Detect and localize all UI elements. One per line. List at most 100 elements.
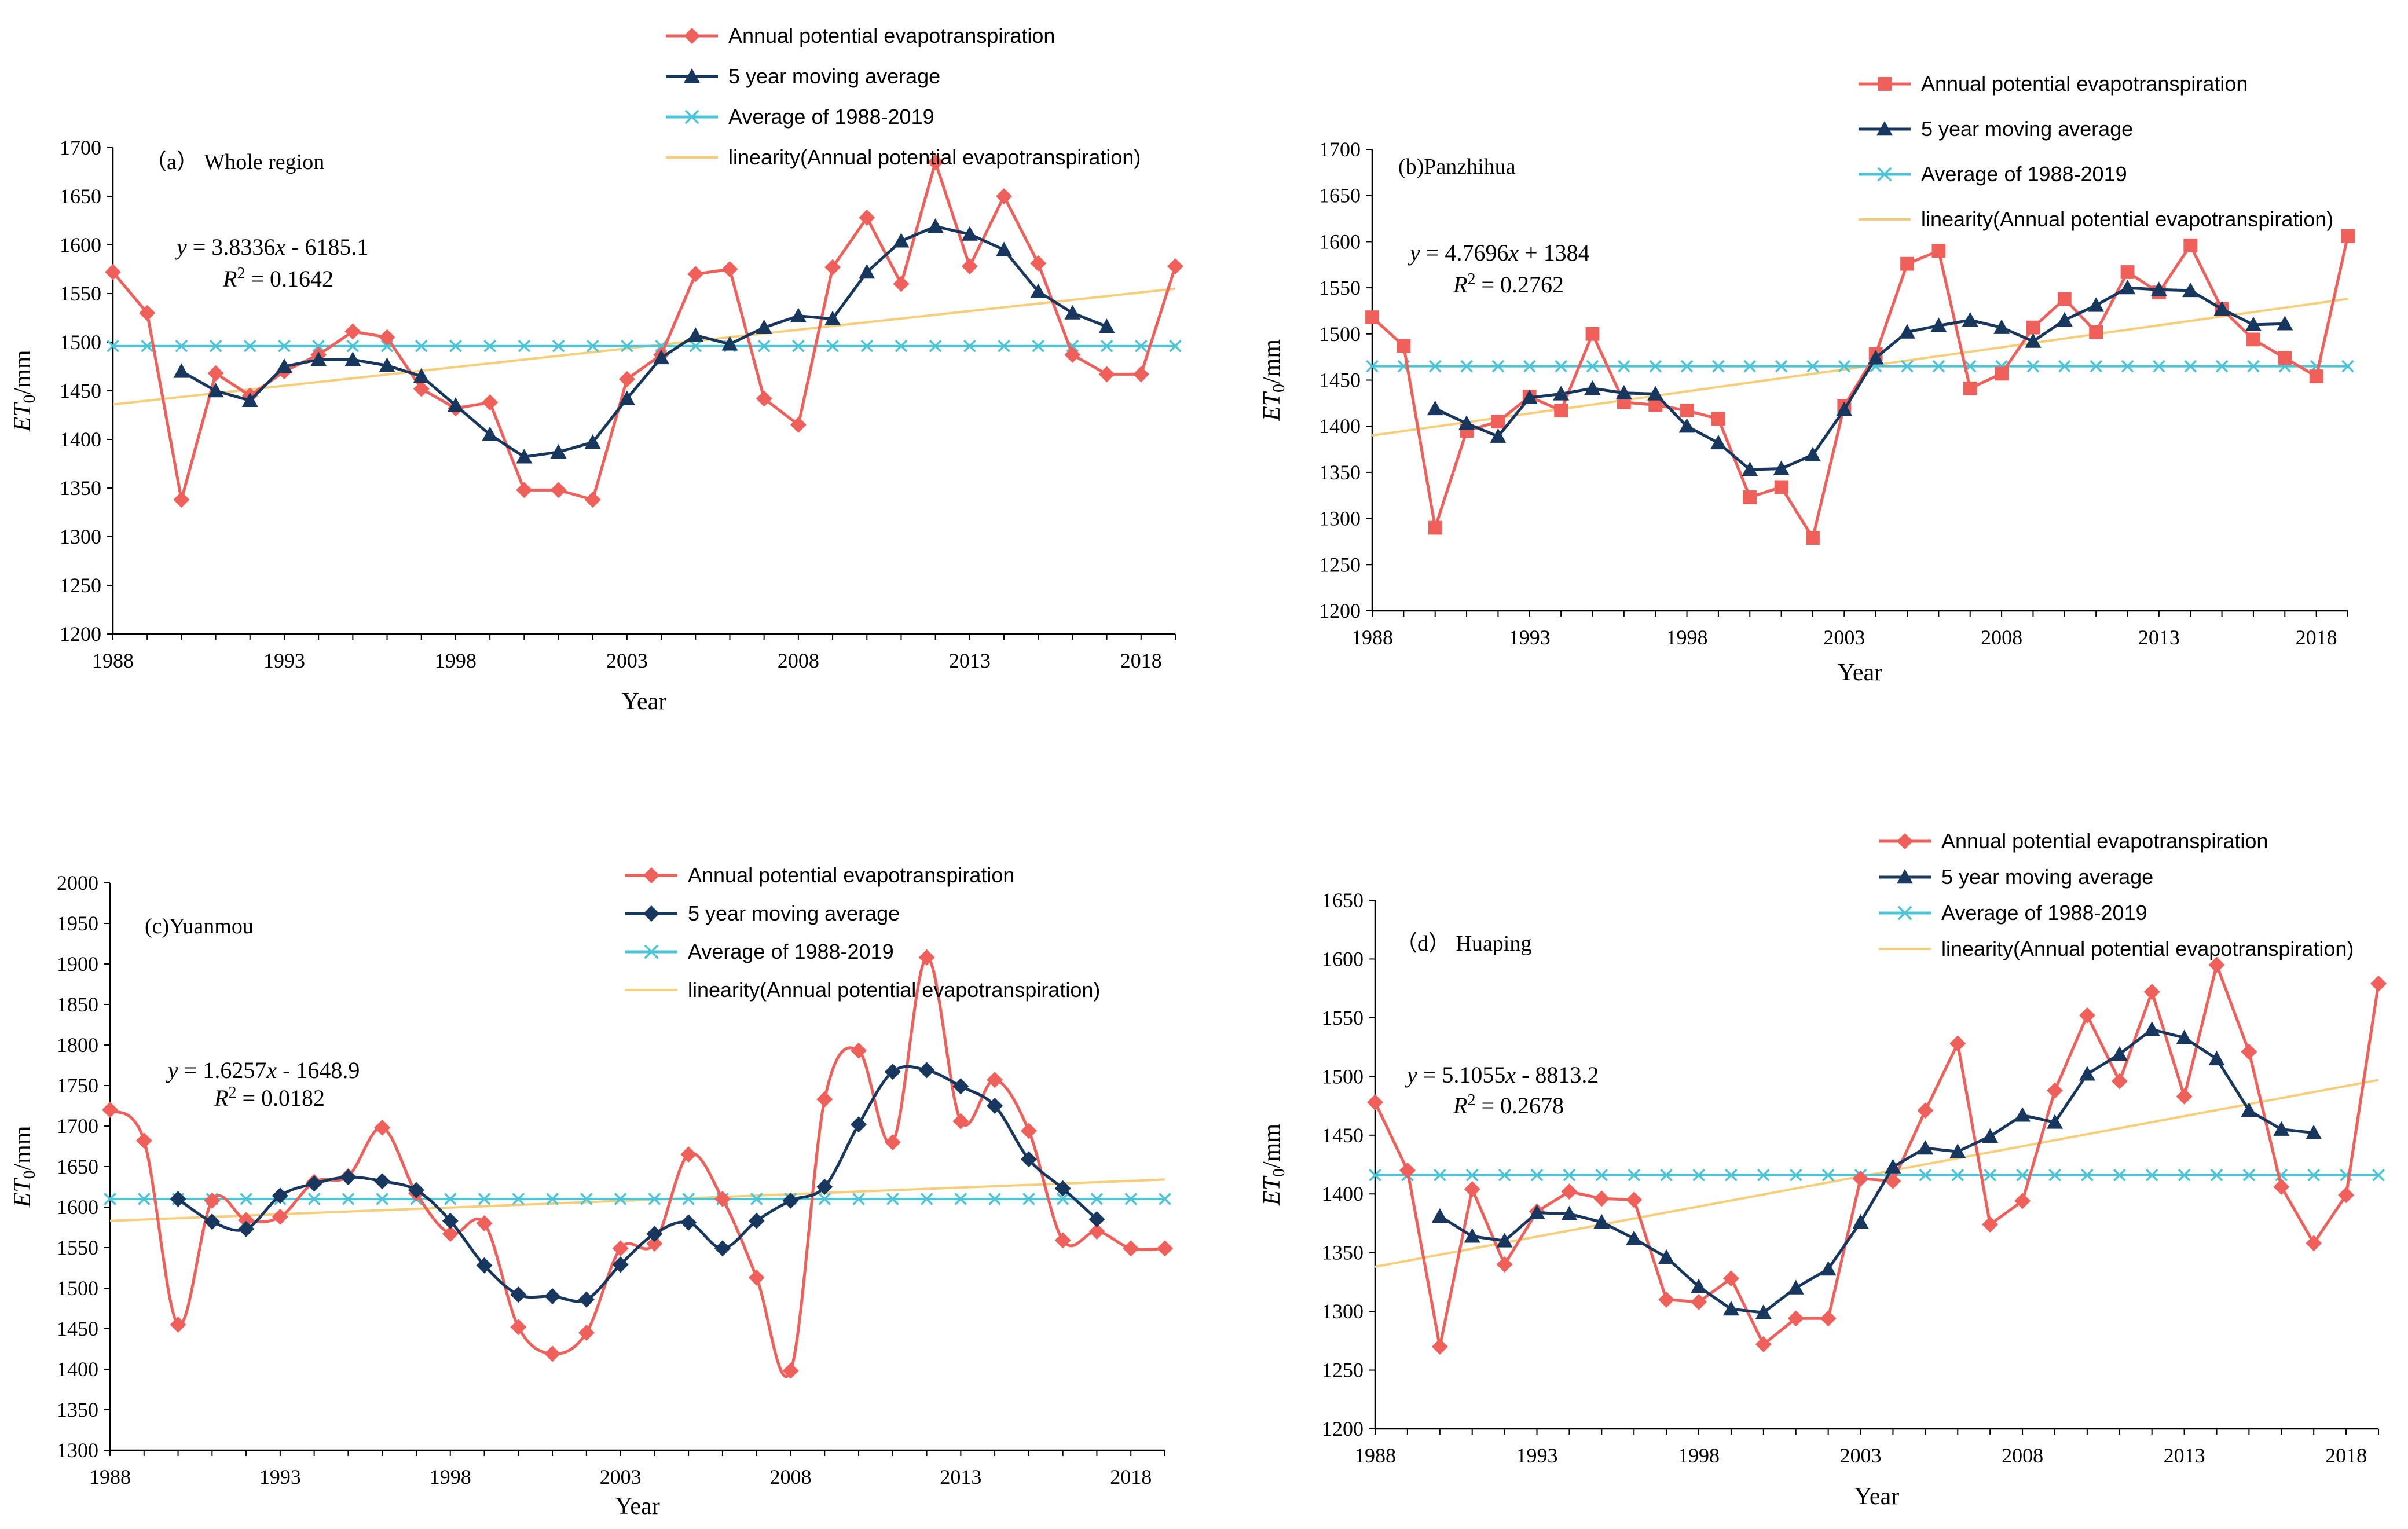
cross-stroke xyxy=(1984,1168,1996,1182)
annual-point xyxy=(1626,1191,1643,1208)
legend-label: linearity(Annual potential evapotranspir… xyxy=(1941,937,2354,960)
average-point xyxy=(998,339,1010,353)
moving-average-point xyxy=(2014,1107,2031,1122)
average-point xyxy=(954,1193,967,1205)
cross-stroke xyxy=(1433,1168,1446,1182)
y-tick-label: 1400 xyxy=(57,1358,98,1381)
y-tick-label: 1600 xyxy=(1322,947,1364,970)
annual-point xyxy=(816,1091,833,1108)
moving-average-point xyxy=(1742,461,1758,476)
average-point xyxy=(1100,339,1113,353)
average-point xyxy=(920,1193,933,1205)
legend-label: 5 year moving average xyxy=(688,901,900,925)
cross-stroke xyxy=(1838,360,1851,373)
annual-point xyxy=(714,1191,731,1207)
y-tick-label: 1550 xyxy=(1322,1006,1364,1029)
annual-point xyxy=(1157,1240,1173,1257)
annual-point xyxy=(584,492,601,508)
y-tick-label: 1300 xyxy=(1322,1300,1364,1323)
average-point xyxy=(1789,1168,1802,1182)
x-tick-label: 2018 xyxy=(1110,1465,1152,1488)
annual-point xyxy=(1931,244,1946,258)
annual-point xyxy=(1755,1336,1772,1352)
cross-stroke xyxy=(750,1193,763,1205)
y-tick-label: 1450 xyxy=(1319,369,1361,392)
annual-point xyxy=(1691,1293,1707,1310)
average-point xyxy=(1433,1168,1446,1182)
cross-stroke xyxy=(2121,360,2134,373)
moving-average-point xyxy=(2273,1121,2290,1136)
annual-point xyxy=(1496,1256,1513,1273)
average-point xyxy=(1523,360,1536,373)
average-point xyxy=(1838,360,1851,373)
annual-point xyxy=(2089,325,2103,339)
moving-average-point xyxy=(1836,401,1853,416)
y-tick-label: 1400 xyxy=(1319,415,1361,438)
moving-average-point xyxy=(578,1291,595,1308)
cross-stroke xyxy=(852,1193,865,1205)
cross-stroke xyxy=(818,1193,831,1205)
annual-point xyxy=(851,1042,867,1059)
moving-average-point xyxy=(510,1286,527,1303)
y-tick-label: 1200 xyxy=(60,622,101,646)
legend-swatch-marker xyxy=(1877,167,1892,182)
moving-average-point xyxy=(2182,282,2199,298)
cross-stroke xyxy=(1712,360,1725,373)
average-point xyxy=(1660,1168,1673,1182)
cross-stroke xyxy=(689,339,702,353)
annual-line xyxy=(112,157,1177,502)
average-point xyxy=(444,1193,457,1205)
annual-point xyxy=(550,482,567,498)
y-tick-label: 1700 xyxy=(1319,138,1361,161)
annual-point xyxy=(1680,404,1694,418)
y-tick-label: 1600 xyxy=(1319,230,1361,253)
moving-average-point xyxy=(272,1187,288,1204)
chart-panel-b: 1200 1250 1300 1350 1400 1450 1500 1550 1600 1650… xyxy=(1259,72,2355,686)
legend-label: linearity(Annual potential evapotranspir… xyxy=(688,978,1100,1002)
cross-stroke xyxy=(240,1193,252,1205)
moving-average-point xyxy=(1647,386,1664,401)
average-point xyxy=(2247,360,2260,373)
moving-average-point xyxy=(851,1116,867,1133)
cross-stroke xyxy=(1595,1168,1608,1182)
x-tick-label: 1988 xyxy=(1351,626,1393,649)
legend-swatch-marker xyxy=(684,109,699,124)
average-point xyxy=(682,1193,695,1205)
moving-average-point xyxy=(1098,318,1115,333)
x-tick-label: 1998 xyxy=(435,649,477,672)
average-point xyxy=(1692,1168,1705,1182)
cross-stroke xyxy=(1951,1168,1964,1182)
legend-swatch-marker xyxy=(643,867,659,883)
legend-label: Average of 1988-2019 xyxy=(728,105,934,129)
moving-average-point xyxy=(344,351,361,366)
moving-average-point xyxy=(374,1173,391,1190)
annual-point xyxy=(884,1134,901,1150)
annual-point xyxy=(2306,1235,2322,1252)
average-point xyxy=(1806,360,1819,373)
average-point xyxy=(376,1193,389,1205)
moving-average-point xyxy=(996,241,1013,256)
annual-point xyxy=(1774,480,1788,494)
cross-stroke xyxy=(2026,360,2040,373)
y-tick-label: 1400 xyxy=(60,428,101,451)
average-point xyxy=(1586,360,1599,373)
annual-point xyxy=(139,305,156,321)
average-point xyxy=(2121,360,2134,373)
cross-stroke xyxy=(444,1193,457,1205)
moving-average-point xyxy=(2056,311,2073,327)
annual-point xyxy=(2079,1007,2095,1024)
average-point xyxy=(586,339,599,353)
moving-average-point xyxy=(238,1220,255,1237)
average-point xyxy=(1680,360,1694,373)
legend-label: 5 year moving average xyxy=(1941,865,2153,889)
cross-stroke xyxy=(1563,1168,1576,1182)
moving-average-point xyxy=(1490,428,1507,443)
annual-point xyxy=(824,259,841,276)
average-point xyxy=(2341,360,2354,373)
average-point xyxy=(312,339,325,353)
moving-average-point xyxy=(961,226,978,241)
moving-average-point xyxy=(987,1098,1003,1114)
x-tick-label: 2008 xyxy=(769,1465,811,1488)
y-tick-label: 1350 xyxy=(1322,1241,1364,1264)
average-point xyxy=(1366,360,1379,373)
